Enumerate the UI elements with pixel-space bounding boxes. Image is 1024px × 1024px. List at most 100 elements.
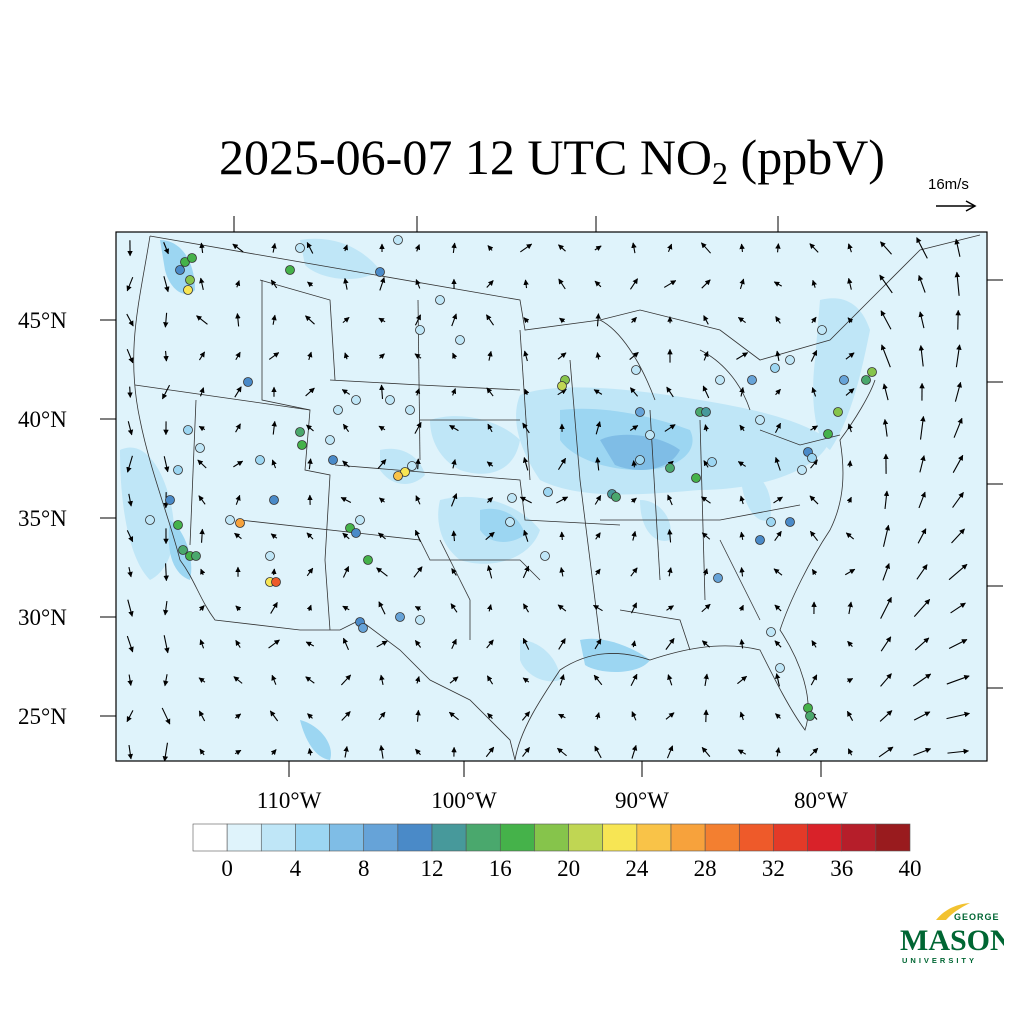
colorbar-tick-label: 8: [357, 856, 370, 881]
wind-vector: [307, 458, 313, 470]
wind-vector: [414, 353, 422, 359]
station-marker: [407, 461, 417, 471]
colorbar: [192, 823, 911, 852]
wind-vector: [739, 711, 745, 721]
wind-vector: [378, 601, 386, 615]
wind-vector: [630, 673, 638, 687]
wind-vector: [666, 745, 674, 759]
wind-vector: [883, 490, 890, 509]
wind-vector: [305, 315, 315, 325]
colorbar-bin: [807, 823, 843, 852]
station-marker: [557, 381, 567, 391]
station-marker: [405, 405, 415, 415]
wind-vector: [739, 638, 745, 649]
wind-vector: [593, 604, 603, 612]
wind-vector: [667, 494, 673, 506]
reference-vector-label: 16m/s: [928, 176, 969, 193]
wind-vector: [916, 237, 928, 259]
wind-vector: [163, 563, 169, 582]
station-marker: [797, 465, 807, 475]
wind-vector: [663, 280, 677, 288]
wind-vector: [845, 352, 855, 360]
wind-vector: [163, 312, 169, 328]
station-marker: [393, 235, 403, 245]
wind-vector: [234, 386, 242, 398]
wind-vector: [913, 711, 931, 721]
wind-vector: [773, 496, 783, 504]
wind-vector: [954, 381, 962, 402]
wind-vector: [775, 350, 781, 362]
wind-vector: [631, 242, 637, 254]
wind-vector: [913, 673, 932, 687]
wind-vector: [307, 713, 313, 720]
wind-vector: [306, 567, 314, 577]
wind-vector: [451, 242, 457, 253]
wind-vector: [775, 243, 781, 253]
wind-vector: [270, 601, 278, 614]
wind-vector: [270, 749, 277, 756]
logo-line3: UNIVERSITY: [902, 956, 977, 965]
wind-vector: [523, 603, 529, 613]
wind-vector: [126, 313, 134, 327]
wind-vector: [954, 238, 961, 257]
wind-vector: [414, 606, 421, 612]
wind-vector: [952, 454, 964, 473]
wind-vector: [271, 568, 277, 576]
colorbar-bin: [534, 823, 569, 852]
wind-vector: [342, 532, 350, 540]
wind-vector: [522, 565, 530, 579]
wind-vector: [558, 244, 566, 252]
wind-vector: [738, 604, 744, 611]
station-marker: [817, 325, 827, 335]
wind-vector: [703, 460, 709, 468]
wind-vector: [270, 279, 278, 289]
wind-vector: [198, 351, 206, 361]
wind-vector: [415, 748, 421, 756]
wind-vector: [953, 417, 963, 438]
wind-vector: [810, 459, 818, 469]
wind-vector: [703, 315, 709, 325]
station-marker: [823, 429, 833, 439]
wind-vector: [882, 563, 890, 581]
wind-vector: [305, 387, 315, 397]
wind-vector: [127, 421, 134, 436]
wind-vector: [558, 638, 566, 650]
wind-vector: [556, 496, 569, 504]
station-marker: [173, 465, 183, 475]
wind-vector: [305, 676, 315, 684]
wind-vector: [631, 530, 637, 541]
station-marker: [375, 267, 385, 277]
wind-vector: [629, 351, 639, 361]
colorbar-tick-label: 32: [761, 856, 785, 881]
wind-vector: [415, 709, 421, 722]
wind-vector: [523, 279, 529, 289]
station-marker: [715, 375, 725, 385]
monitoring-stations: [145, 235, 877, 721]
colorbar-bin: [499, 823, 535, 852]
colorbar-tick-label: 16: [488, 856, 512, 881]
wind-vector: [811, 640, 817, 648]
wind-vector: [450, 493, 458, 507]
wind-vector: [197, 459, 207, 469]
wind-vector: [556, 747, 567, 757]
wind-vector: [235, 423, 241, 433]
wind-vector: [630, 640, 637, 648]
wind-vector: [559, 531, 565, 541]
wind-vector: [450, 388, 457, 396]
station-marker: [165, 495, 175, 505]
wind-vector: [126, 710, 134, 723]
station-marker: [173, 520, 183, 530]
reference-vector-arrow: [936, 200, 977, 212]
wind-vector: [415, 458, 421, 470]
station-marker: [415, 325, 425, 335]
station-marker: [861, 375, 871, 385]
wind-vector: [234, 713, 242, 720]
wind-vector: [811, 569, 818, 576]
wind-vector: [880, 673, 892, 687]
wind-vector: [199, 748, 206, 756]
wind-vector: [522, 422, 530, 434]
wind-vector: [305, 641, 315, 647]
station-marker: [455, 335, 465, 345]
wind-vector: [631, 316, 637, 323]
wind-vector: [486, 565, 493, 579]
